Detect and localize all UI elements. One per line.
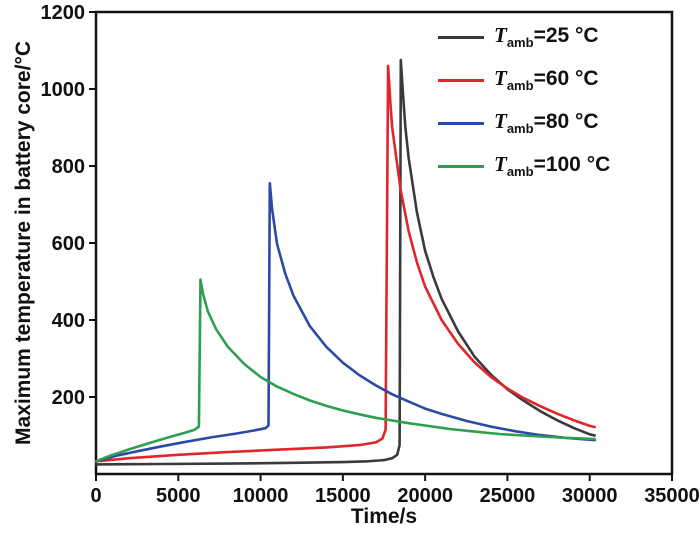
legend-item-25c: Tamb=25 °C xyxy=(438,24,610,51)
y-tick-label: 800 xyxy=(52,156,85,178)
y-tick-label: 600 xyxy=(52,233,85,255)
legend-item-80c: Tamb=80 °C xyxy=(438,110,610,137)
legend-sub: amb xyxy=(506,121,534,137)
x-tick-label: 30000 xyxy=(562,485,618,507)
legend-label-80c: Tamb=80 °C xyxy=(494,109,599,137)
legend-value: =60 °C xyxy=(533,67,599,91)
series-line-25c xyxy=(94,58,597,466)
legend-sub: amb xyxy=(506,35,534,51)
x-axis-label: Time/s xyxy=(350,505,418,528)
legend-value: =25 °C xyxy=(533,24,599,48)
x-tick-label: 15000 xyxy=(315,485,371,507)
legend-line-swatch-60c xyxy=(438,79,484,82)
y-tick-label: 200 xyxy=(52,387,85,409)
legend-sub: amb xyxy=(506,164,534,180)
chart-legend: Tamb=25 °C Tamb=60 °C Tamb=80 °C Tamb=10… xyxy=(438,24,610,180)
y-tick-label: 1200 xyxy=(41,2,86,24)
legend-item-60c: Tamb=60 °C xyxy=(438,67,610,94)
legend-label-25c: Tamb=25 °C xyxy=(494,23,599,51)
legend-label-60c: Tamb=60 °C xyxy=(494,66,599,94)
legend-var: T xyxy=(494,109,507,134)
y-tick-label: 400 xyxy=(52,310,85,332)
legend-sub: amb xyxy=(506,78,534,94)
legend-var: T xyxy=(494,23,507,48)
x-tick-label: 35000 xyxy=(644,485,700,507)
x-tick-label: 25000 xyxy=(480,485,536,507)
legend-label-100c: Tamb=100 °C xyxy=(494,152,611,180)
series-line-100c xyxy=(94,278,597,463)
legend-line-swatch-25c xyxy=(438,36,484,39)
legend-var: T xyxy=(494,152,507,177)
series-line-80c xyxy=(94,182,597,463)
legend-value: =100 °C xyxy=(533,153,611,177)
legend-line-swatch-80c xyxy=(438,122,484,125)
legend-item-100c: Tamb=100 °C xyxy=(438,153,610,180)
x-tick-label: 20000 xyxy=(397,485,453,507)
y-axis-label: Maximum temperature in battery core/°C xyxy=(12,40,35,446)
legend-var: T xyxy=(494,66,507,91)
series-line-60c xyxy=(94,64,597,463)
legend-value: =80 °C xyxy=(533,110,599,134)
y-tick-label: 1000 xyxy=(41,79,86,101)
x-tick-label: 10000 xyxy=(233,485,289,507)
x-tick-label: 5000 xyxy=(156,485,201,507)
legend-line-swatch-100c xyxy=(438,165,484,168)
x-tick-label: 0 xyxy=(90,485,101,507)
